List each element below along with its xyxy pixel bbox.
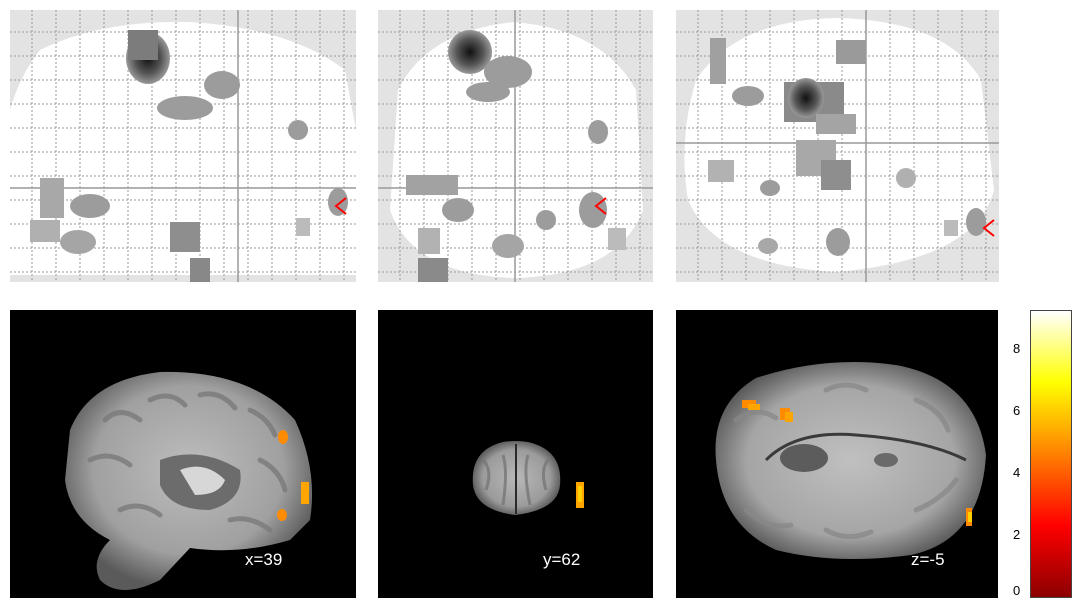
coordinate-label-x: x=39 [245, 550, 283, 569]
glass-brain-axial[interactable] [676, 10, 999, 282]
slice-coronal[interactable]: y=62 [378, 310, 653, 598]
glass-brain-sagittal[interactable] [10, 10, 356, 282]
slice-axial[interactable]: z=-5 [676, 310, 998, 598]
colorbar-tick: 4 [1013, 465, 1021, 480]
red-arrow-icon [334, 197, 347, 215]
colorbar-tick: 8 [1013, 341, 1021, 356]
coordinate-label-z: z=-5 [911, 550, 945, 569]
glass-brain-coronal[interactable] [378, 10, 653, 282]
slice-sagittal[interactable]: x=39 [10, 310, 356, 598]
colorbar-tick: 2 [1013, 527, 1021, 542]
red-arrow-icon [982, 219, 995, 237]
colorbar [1030, 310, 1072, 598]
colorbar-tick: 6 [1013, 403, 1021, 418]
red-arrow-icon [594, 197, 607, 215]
coordinate-label-y: y=62 [543, 550, 581, 569]
colorbar-tick: 0 [1013, 583, 1021, 598]
